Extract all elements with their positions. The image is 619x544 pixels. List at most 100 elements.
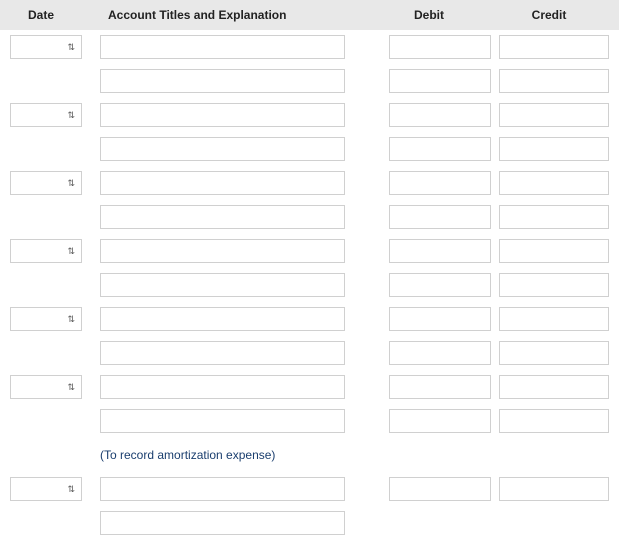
table-row: ⇅ xyxy=(0,30,619,64)
cell-credit xyxy=(499,35,609,59)
account-input[interactable] xyxy=(100,137,345,161)
account-input[interactable] xyxy=(100,341,345,365)
debit-input[interactable] xyxy=(389,103,491,127)
date-select[interactable]: ⇅ xyxy=(10,171,82,195)
debit-input[interactable] xyxy=(389,307,491,331)
table-row xyxy=(0,200,619,234)
credit-input[interactable] xyxy=(499,103,609,127)
cell-account xyxy=(100,409,389,433)
credit-input[interactable] xyxy=(499,137,609,161)
debit-input[interactable] xyxy=(389,239,491,263)
credit-input[interactable] xyxy=(499,69,609,93)
debit-input[interactable] xyxy=(389,375,491,399)
cell-credit xyxy=(499,205,609,229)
table-row xyxy=(0,132,619,166)
account-input[interactable] xyxy=(100,171,345,195)
cell-debit xyxy=(389,103,499,127)
account-input[interactable] xyxy=(100,273,345,297)
cell-credit xyxy=(499,307,609,331)
account-input[interactable] xyxy=(100,35,345,59)
debit-input[interactable] xyxy=(389,137,491,161)
debit-input[interactable] xyxy=(389,171,491,195)
cell-account xyxy=(100,341,389,365)
account-input[interactable] xyxy=(100,409,345,433)
account-input[interactable] xyxy=(100,103,345,127)
account-input[interactable] xyxy=(100,239,345,263)
header-date: Date xyxy=(10,8,100,22)
cell-debit xyxy=(389,205,499,229)
cell-credit xyxy=(499,375,609,399)
cell-account xyxy=(100,103,389,127)
cell-account xyxy=(100,137,389,161)
credit-input[interactable] xyxy=(499,375,609,399)
debit-input[interactable] xyxy=(389,35,491,59)
debit-input[interactable] xyxy=(389,69,491,93)
cell-date: ⇅ xyxy=(10,171,100,195)
table-row: ⇅ xyxy=(0,234,619,268)
account-input[interactable] xyxy=(100,307,345,331)
cell-debit xyxy=(389,409,499,433)
cell-debit xyxy=(389,171,499,195)
cell-credit xyxy=(499,273,609,297)
cell-account xyxy=(100,171,389,195)
credit-input[interactable] xyxy=(499,239,609,263)
account-input[interactable] xyxy=(100,205,345,229)
table-row: ⇅ xyxy=(0,370,619,404)
table-header: Date Account Titles and Explanation Debi… xyxy=(0,0,619,30)
date-select[interactable]: ⇅ xyxy=(10,239,82,263)
header-credit: Credit xyxy=(489,8,609,22)
cell-debit xyxy=(389,69,499,93)
table-row: ⇅ xyxy=(0,472,619,506)
header-debit: Debit xyxy=(369,8,489,22)
account-input[interactable] xyxy=(100,477,345,501)
credit-input[interactable] xyxy=(499,171,609,195)
debit-input[interactable] xyxy=(389,477,491,501)
cell-date: ⇅ xyxy=(10,477,100,501)
table-body: ⇅ ⇅ ⇅ ⇅ ⇅ ⇅ (To record amortization expense) ⇅ xyxy=(0,30,619,540)
cell-debit xyxy=(389,341,499,365)
cell-debit xyxy=(389,239,499,263)
date-select[interactable]: ⇅ xyxy=(10,375,82,399)
table-row xyxy=(0,506,619,540)
chevron-updown-icon: ⇅ xyxy=(67,179,75,188)
table-row: ⇅ xyxy=(0,98,619,132)
table-row: ⇅ xyxy=(0,166,619,200)
cell-debit xyxy=(389,35,499,59)
credit-input[interactable] xyxy=(499,341,609,365)
account-input[interactable] xyxy=(100,69,345,93)
header-account: Account Titles and Explanation xyxy=(100,8,369,22)
credit-input[interactable] xyxy=(499,35,609,59)
credit-input[interactable] xyxy=(499,273,609,297)
cell-debit xyxy=(389,477,499,501)
credit-input[interactable] xyxy=(499,307,609,331)
debit-input[interactable] xyxy=(389,205,491,229)
cell-account xyxy=(100,35,389,59)
table-row xyxy=(0,336,619,370)
date-select[interactable]: ⇅ xyxy=(10,35,82,59)
credit-input[interactable] xyxy=(499,205,609,229)
cell-credit xyxy=(499,341,609,365)
debit-input[interactable] xyxy=(389,341,491,365)
table-row: (To record amortization expense) xyxy=(0,438,619,472)
debit-input[interactable] xyxy=(389,409,491,433)
cell-credit xyxy=(499,171,609,195)
debit-input[interactable] xyxy=(389,273,491,297)
cell-date: ⇅ xyxy=(10,239,100,263)
credit-input[interactable] xyxy=(499,409,609,433)
cell-debit xyxy=(389,307,499,331)
table-row xyxy=(0,404,619,438)
date-select[interactable]: ⇅ xyxy=(10,307,82,331)
credit-input[interactable] xyxy=(499,477,609,501)
explanation-text: (To record amortization expense) xyxy=(100,448,389,462)
account-input[interactable] xyxy=(100,511,345,535)
cell-debit xyxy=(389,375,499,399)
date-select[interactable]: ⇅ xyxy=(10,477,82,501)
table-row xyxy=(0,64,619,98)
chevron-updown-icon: ⇅ xyxy=(67,111,75,120)
journal-entry-table: Date Account Titles and Explanation Debi… xyxy=(0,0,619,540)
cell-account xyxy=(100,511,389,535)
table-row: ⇅ xyxy=(0,302,619,336)
account-input[interactable] xyxy=(100,375,345,399)
cell-credit xyxy=(499,69,609,93)
date-select[interactable]: ⇅ xyxy=(10,103,82,127)
